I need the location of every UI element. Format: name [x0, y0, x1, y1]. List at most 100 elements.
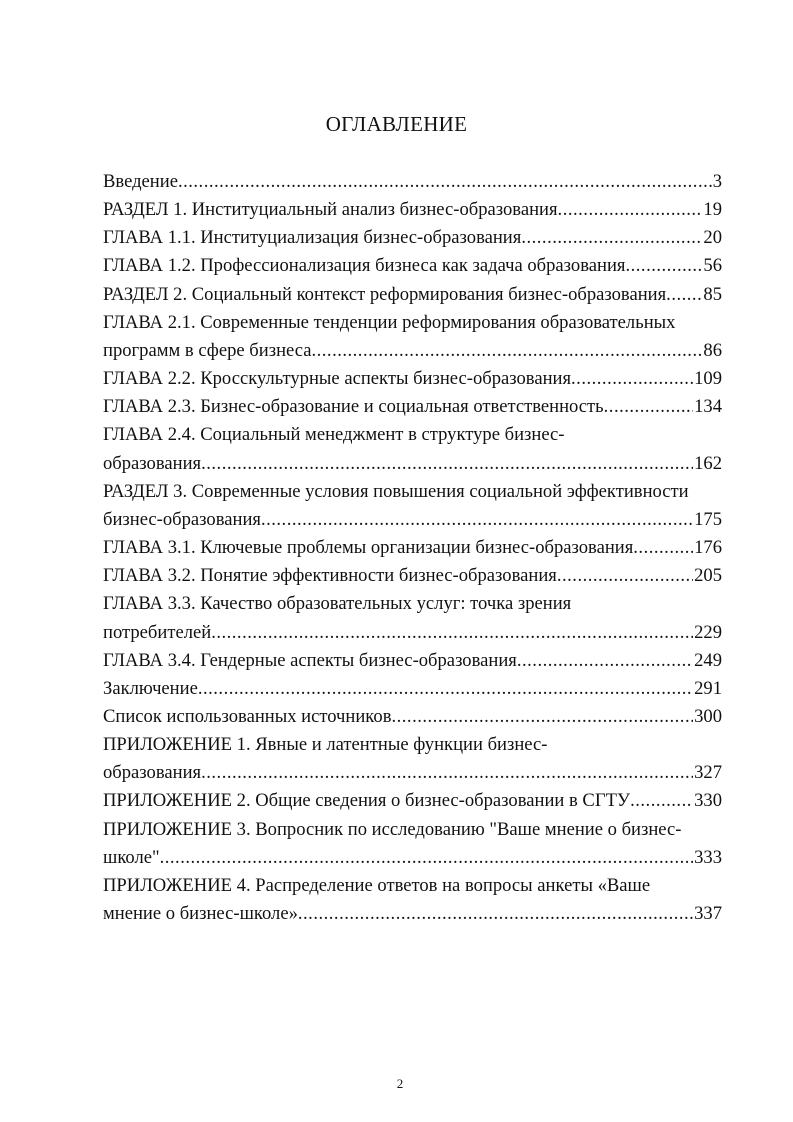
toc-entry-title: РАЗДЕЛ 1. Институциальный анализ бизнес-…	[103, 199, 558, 221]
toc-entry: ГЛАВА 3.3. Качество образовательных услу…	[103, 590, 722, 646]
toc-entry-page: 333	[694, 846, 722, 868]
toc-entry-line: Заключение 291	[103, 675, 722, 703]
toc-entry-page: 86	[703, 339, 722, 361]
dot-leader	[666, 281, 702, 309]
dot-leader	[160, 844, 694, 872]
toc-entry-title: ГЛАВА 1.1. Институциализация бизнес-обра…	[103, 227, 522, 249]
toc-entry-title: Список использованных источников	[103, 705, 392, 727]
toc-entry-page: 109	[694, 368, 722, 390]
toc-entry-title: ГЛАВА 2.3. Бизнес-образование и социальн…	[103, 396, 604, 418]
toc-entry: ПРИЛОЖЕНИЕ 2. Общие сведения о бизнес-об…	[103, 787, 722, 815]
toc-entry-page: 249	[694, 649, 722, 671]
toc-entry: ГЛАВА 2.4. Социальный менеджмент в струк…	[103, 421, 722, 477]
toc-entry-title: Введение	[103, 171, 178, 192]
toc-entry-line: РАЗДЕЛ 2. Социальный контекст реформиров…	[103, 281, 722, 309]
dot-leader	[198, 675, 693, 703]
table-of-contents: Введение 3 РАЗДЕЛ 1. Институциальный анали…	[103, 168, 722, 928]
toc-entry-line: образования 162	[103, 450, 722, 478]
toc-entry-page: 176	[694, 537, 722, 559]
toc-entry-title: программ в сфере бизнеса	[103, 339, 312, 361]
toc-entry-title: ПРИЛОЖЕНИЕ 3. Вопросник по исследованию …	[103, 818, 682, 840]
toc-entry-line: потребителей 229	[103, 619, 722, 647]
toc-entry-line: ГЛАВА 1.1. Институциализация бизнес-обра…	[103, 224, 722, 252]
toc-entry-title: ГЛАВА 2.1. Современные тенденции реформи…	[103, 311, 676, 333]
toc-entry-line: программ в сфере бизнеса 86	[103, 337, 722, 365]
dot-leader	[521, 224, 702, 252]
toc-entry-page: 162	[694, 452, 722, 474]
dot-leader	[517, 647, 693, 675]
toc-entry-line: ГЛАВА 3.3. Качество образовательных услу…	[103, 590, 722, 618]
dot-leader	[178, 168, 712, 196]
dot-leader	[211, 619, 693, 647]
toc-entry-line: РАЗДЕЛ 3. Современные условия повышения …	[103, 478, 722, 506]
toc-entry: ГЛАВА 2.1. Современные тенденции реформи…	[103, 309, 722, 365]
dot-leader	[633, 534, 693, 562]
toc-entry-page: 85	[703, 283, 722, 305]
page-title: ОГЛАВЛЕНИЕ	[325, 112, 468, 136]
toc-entry: ПРИЛОЖЕНИЕ 3. Вопросник по исследованию …	[103, 816, 722, 872]
toc-entry-line: ГЛАВА 2.1. Современные тенденции реформи…	[103, 309, 722, 337]
toc-entry: РАЗДЕЛ 1. Институциальный анализ бизнес-…	[103, 196, 722, 224]
toc-entry-page: 300	[694, 705, 722, 727]
dot-leader	[201, 450, 693, 478]
toc-entry-line: школе" 333	[103, 844, 722, 872]
dot-leader	[625, 252, 702, 280]
toc-entry-line: ГЛАВА 1.2. Профессионализация бизнеса ка…	[103, 252, 722, 280]
toc-entry: ГЛАВА 3.4. Гендерные аспекты бизнес-обра…	[103, 647, 722, 675]
toc-entry-line: ПРИЛОЖЕНИЕ 3. Вопросник по исследованию …	[103, 816, 722, 844]
toc-entry-line: ГЛАВА 3.4. Гендерные аспекты бизнес-обра…	[103, 647, 722, 675]
toc-entry-page: 56	[703, 255, 722, 277]
dot-leader	[201, 759, 693, 787]
toc-entry-title: ГЛАВА 2.4. Социальный менеджмент в струк…	[103, 424, 565, 446]
toc-entry-page: 327	[694, 762, 722, 784]
toc-entry-title: образования	[103, 452, 202, 474]
toc-entry: РАЗДЕЛ 3. Современные условия повышения …	[103, 478, 722, 534]
toc-entry-page: 291	[694, 677, 722, 699]
toc-entry-page: 229	[694, 621, 722, 643]
toc-entry: ГЛАВА 2.3. Бизнес-образование и социальн…	[103, 393, 722, 421]
toc-entry-line: бизнес-образования 175	[103, 506, 722, 534]
toc-entry-title: бизнес-образования	[103, 508, 261, 530]
toc-entry-title: школе"	[103, 846, 160, 868]
toc-entry-title: РАЗДЕЛ 2. Социальный контекст реформиров…	[103, 283, 667, 305]
page-number: 2	[396, 1076, 404, 1091]
toc-entry-line: ПРИЛОЖЕНИЕ 2. Общие сведения о бизнес-об…	[103, 787, 722, 815]
toc-entry-title: ГЛАВА 1.2. Профессионализация бизнеса ка…	[103, 255, 626, 277]
toc-entry-page: 337	[694, 903, 722, 925]
dot-leader	[298, 900, 693, 928]
toc-entry-line: РАЗДЕЛ 1. Институциальный анализ бизнес-…	[103, 196, 722, 224]
dot-leader	[311, 337, 702, 365]
toc-entry-page: 205	[694, 565, 722, 587]
toc-entry-line: ГЛАВА 2.4. Социальный менеджмент в струк…	[103, 421, 722, 449]
toc-entry-line: ГЛАВА 3.1. Ключевые проблемы организации…	[103, 534, 722, 562]
toc-entry-page: 20	[703, 227, 722, 249]
toc-entry-line: мнение о бизнес-школе» 337	[103, 900, 722, 928]
dot-leader	[391, 703, 693, 731]
dot-leader	[557, 562, 693, 590]
toc-entry: ГЛАВА 2.2. Кросскультурные аспекты бизне…	[103, 365, 722, 393]
toc-entry: ГЛАВА 1.2. Профессионализация бизнеса ка…	[103, 252, 722, 280]
toc-entry: Заключение 291	[103, 675, 722, 703]
toc-entry-title: РАЗДЕЛ 3. Современные условия повышения …	[103, 480, 689, 502]
toc-entry-title: ГЛАВА 3.1. Ключевые проблемы организации…	[103, 537, 634, 559]
toc-entry: ГЛАВА 3.2. Понятие эффективности бизнес-…	[103, 562, 722, 590]
toc-entry-title: ГЛАВА 2.2. Кросскультурные аспекты бизне…	[103, 368, 572, 390]
toc-entry: Введение 3	[103, 168, 722, 196]
toc-entry: ПРИЛОЖЕНИЕ 1. Явные и латентные функции …	[103, 731, 722, 787]
toc-entry-page: 19	[703, 199, 722, 221]
toc-entry-title: мнение о бизнес-школе»	[103, 903, 298, 925]
toc-entry-title: ГЛАВА 3.3. Качество образовательных услу…	[103, 593, 572, 615]
toc-entry: ГЛАВА 1.1. Институциализация бизнес-обра…	[103, 224, 722, 252]
toc-entry-title: ПРИЛОЖЕНИЕ 2. Общие сведения о бизнес-об…	[103, 790, 631, 812]
toc-entry-line: ГЛАВА 2.3. Бизнес-образование и социальн…	[103, 393, 722, 421]
toc-entry-title: ПРИЛОЖЕНИЕ 1. Явные и латентные функции …	[103, 734, 548, 756]
toc-entry-line: ГЛАВА 3.2. Понятие эффективности бизнес-…	[103, 562, 722, 590]
toc-entry-page: 3	[712, 171, 722, 192]
dot-leader	[571, 365, 693, 393]
toc-entry-title: ПРИЛОЖЕНИЕ 4. Распределение ответов на в…	[103, 874, 651, 896]
dot-leader	[604, 393, 693, 421]
dot-leader	[630, 787, 693, 815]
toc-entry-page: 175	[694, 508, 722, 530]
toc-entry-line: ПРИЛОЖЕНИЕ 1. Явные и латентные функции …	[103, 731, 722, 759]
dot-leader	[558, 196, 703, 224]
